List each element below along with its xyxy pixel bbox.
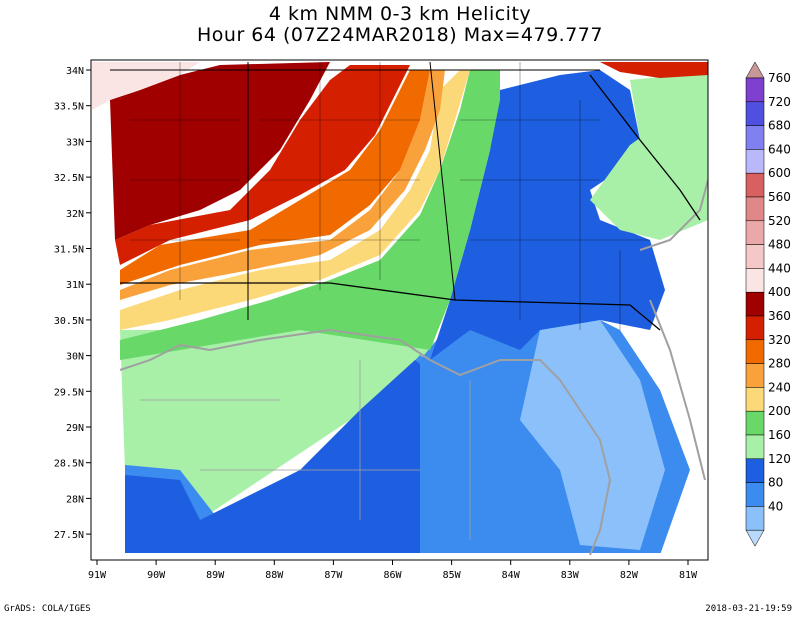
- colorbar-level-label: 600: [768, 166, 791, 180]
- colorbar-level-label: 720: [768, 95, 791, 109]
- coastline: [119, 328, 612, 556]
- lon-tick-label: 87W: [324, 570, 343, 581]
- lat-tick-label: 27.5N: [54, 530, 84, 541]
- map-title: 4 km NMM 0-3 km Helicity: [268, 3, 532, 25]
- east-coastline: [639, 179, 708, 251]
- lon-tick-label: 83W: [561, 570, 580, 581]
- florida-east-coast: [649, 299, 706, 481]
- lat-tick-label: 32.5N: [54, 173, 84, 184]
- colorbar-level-label: 280: [768, 357, 791, 371]
- helicity-field: [91, 60, 708, 560]
- colorbar-level-label: 200: [768, 404, 791, 418]
- colorbar-bottom-cap: [745, 529, 765, 547]
- lon-tick-label: 91W: [88, 570, 107, 581]
- colorbar-level-label: 160: [768, 428, 791, 442]
- colorbar-level-label: 320: [768, 333, 791, 347]
- lon-tick-label: 89W: [206, 570, 225, 581]
- county-grid-a: [130, 62, 650, 330]
- field-green-northeast: [630, 72, 708, 140]
- colorbar-level-label: 240: [768, 380, 791, 394]
- colorbar-level-label: 120: [768, 452, 791, 466]
- colorbar-level-label: 440: [768, 261, 791, 275]
- field-dark-blue-georgia: [430, 70, 665, 360]
- colorbar-segment: [745, 101, 765, 126]
- colorbar-segment: [745, 434, 765, 460]
- colorbar-segment: [745, 220, 765, 245]
- footer-credit: GrADS: COLA/IGES: [4, 604, 91, 614]
- colorbar-segment: [745, 244, 765, 269]
- field-red-band: [115, 65, 410, 265]
- colorbar-segment: [745, 458, 765, 483]
- lat-tick-label: 28.5N: [54, 459, 84, 470]
- colorbar-level-label: 560: [768, 190, 791, 204]
- colorbar-level-label: 80: [768, 476, 783, 490]
- colorbar-top-cap: [745, 61, 765, 79]
- colorbar-segment: [745, 172, 765, 198]
- colorbar-level-label: 480: [768, 238, 791, 252]
- lat-tick-label: 30N: [66, 352, 84, 363]
- offshore-zone-lines: [140, 360, 471, 540]
- colorbar-segment: [745, 339, 765, 364]
- lat-tick-label: 32N: [66, 209, 84, 220]
- colorbar-segment: [745, 315, 765, 341]
- geography-lines: [110, 61, 708, 556]
- colorbar-level-label: 760: [768, 71, 791, 85]
- map-subtitle: Hour 64 (07Z24MAR2018) Max=479.777: [197, 24, 603, 46]
- colorbar-level-label: 400: [768, 285, 791, 299]
- field-red-northeast-strip: [600, 62, 708, 78]
- colorbar-level-label: 640: [768, 142, 791, 156]
- field-yellow-band: [120, 70, 470, 330]
- lon-tick-label: 84W: [502, 570, 521, 581]
- lat-tick-label: 29.5N: [54, 387, 84, 398]
- lat-tick-label: 34N: [66, 66, 84, 77]
- colorbar: 760 720 680 640 600 560 520 480 440 400 360 320 280 2…: [745, 61, 791, 547]
- colorbar-segment: [745, 196, 765, 222]
- field-green-band: [120, 70, 500, 360]
- colorbar-level-label: 680: [768, 119, 791, 133]
- lon-tick-label: 90W: [147, 570, 166, 581]
- state-line-fl-border: [120, 282, 661, 331]
- lat-tick-label: 33N: [66, 137, 84, 148]
- lat-tick-label: 31N: [66, 280, 84, 291]
- colorbar-segment: [745, 506, 765, 531]
- lon-tick-label: 88W: [265, 570, 284, 581]
- latitude-axis: 34N 33.5N 33N 32.5N 32N 31.5N 31N 30.5N 30N 29.5N…: [54, 66, 91, 541]
- state-line-al-ga: [429, 61, 456, 301]
- field-darkred-core: [110, 62, 330, 240]
- colorbar-level-label: 520: [768, 214, 791, 228]
- lon-tick-label: 85W: [443, 570, 462, 581]
- field-dark-blue-gulf: [125, 360, 440, 555]
- colorbar-segment: [745, 77, 765, 103]
- field-green-east: [590, 100, 708, 240]
- lon-tick-label: 86W: [383, 570, 402, 581]
- colorbar-segment: [745, 291, 765, 317]
- lon-tick-label: 82W: [620, 570, 639, 581]
- lat-tick-label: 30.5N: [54, 316, 84, 327]
- colorbar-level-label: 360: [768, 309, 791, 323]
- longitude-axis: 91W 90W 89W 88W 87W 86W 85W 84W 83W 82W 81W: [88, 560, 698, 581]
- state-line-ga-sc: [589, 74, 701, 221]
- field-pink-corner: [92, 62, 200, 110]
- footer-timestamp: 2018-03-21-19:59: [705, 604, 792, 614]
- field-lightorange-band: [120, 70, 445, 300]
- lon-tick-label: 81W: [679, 570, 698, 581]
- field-offshore-white: [660, 240, 708, 560]
- colorbar-segment: [745, 125, 765, 150]
- colorbar-segment: [745, 149, 765, 174]
- colorbar-level-label: 40: [768, 499, 783, 513]
- lat-tick-label: 31.5N: [54, 245, 84, 256]
- lat-tick-label: 33.5N: [54, 102, 84, 113]
- colorbar-segment: [745, 363, 765, 388]
- colorbar-segment: [745, 268, 765, 293]
- colorbar-segment: [745, 387, 765, 412]
- lat-tick-label: 29N: [66, 423, 84, 434]
- field-orange-band: [120, 70, 430, 285]
- lat-tick-label: 28N: [66, 494, 84, 505]
- colorbar-segment: [745, 410, 765, 436]
- plot-frame: [90, 59, 709, 561]
- colorbar-segment: [745, 482, 765, 507]
